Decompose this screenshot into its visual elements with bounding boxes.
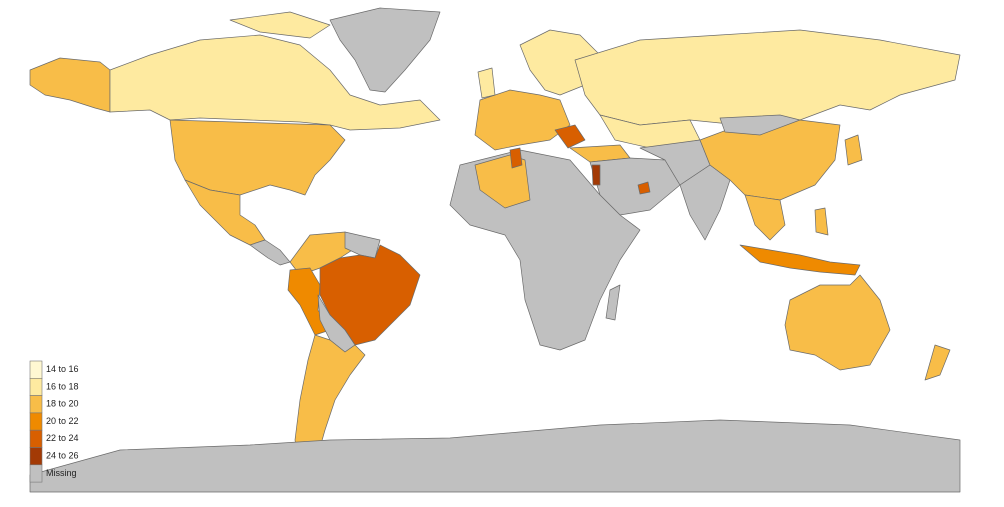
algeria bbox=[474, 154, 531, 209]
indonesia bbox=[739, 244, 861, 276]
tunisia bbox=[509, 147, 523, 169]
uk bbox=[477, 67, 496, 99]
mongolia bbox=[719, 114, 801, 136]
uae bbox=[637, 181, 651, 195]
legend-label: 22 to 24 bbox=[46, 433, 79, 443]
legend: 14 to 16 16 to 18 18 to 20 20 to 22 22 to 24… bbox=[29, 360, 79, 483]
australia bbox=[784, 274, 891, 371]
southeast-asia bbox=[744, 194, 786, 241]
canada-islands bbox=[229, 11, 331, 39]
legend-label: 20 to 22 bbox=[46, 416, 79, 426]
legend-label: 16 to 18 bbox=[46, 381, 79, 391]
legend-label: 24 to 26 bbox=[46, 451, 79, 461]
usa bbox=[169, 119, 346, 196]
legend-swatch bbox=[29, 395, 43, 414]
countries bbox=[29, 7, 961, 493]
legend-swatch bbox=[29, 464, 43, 483]
legend-label: 18 to 20 bbox=[46, 399, 79, 409]
alaska bbox=[29, 57, 111, 113]
canada bbox=[109, 34, 441, 131]
korea-japan bbox=[844, 134, 863, 166]
jordan bbox=[591, 164, 601, 186]
central-america bbox=[249, 239, 291, 266]
legend-swatch bbox=[29, 447, 43, 466]
western-europe bbox=[474, 89, 571, 151]
madagascar bbox=[605, 284, 621, 321]
legend-swatch bbox=[29, 377, 43, 396]
greenland bbox=[329, 7, 441, 93]
philippines bbox=[814, 207, 829, 236]
legend-label: Missing bbox=[46, 468, 77, 478]
legend-swatch bbox=[29, 429, 43, 448]
legend-label: 14 to 16 bbox=[46, 364, 79, 374]
chile-argentina bbox=[294, 334, 366, 471]
russia bbox=[574, 29, 961, 126]
balkans bbox=[554, 124, 586, 149]
antarctica bbox=[29, 419, 961, 493]
new-zealand bbox=[924, 344, 951, 381]
legend-swatch bbox=[29, 412, 43, 431]
legend-swatch bbox=[29, 360, 43, 379]
guianas bbox=[344, 231, 381, 259]
